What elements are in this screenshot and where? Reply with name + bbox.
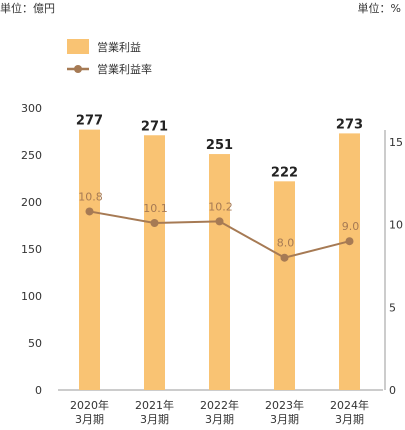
y-left-tick-label: 300: [21, 102, 42, 115]
x-tick-label: 2022年 3月期: [200, 398, 239, 426]
legend: 営業利益 営業利益率: [67, 39, 152, 76]
legend-line-marker: [74, 65, 82, 73]
y-left-tick-label: 200: [21, 196, 42, 209]
legend-label-bar: 営業利益: [97, 40, 141, 54]
x-tick-label: 2020年 3月期: [70, 398, 109, 426]
legend-label-line: 営業利益率: [97, 62, 152, 76]
line-point: [280, 253, 289, 262]
line-point: [85, 207, 94, 216]
y-left-tick-label: 250: [21, 149, 42, 162]
bar-value-label: 251: [206, 138, 233, 153]
line-point: [150, 219, 159, 228]
x-tick-label: 2023年 3月期: [265, 398, 304, 426]
y-right-tick-label: 5: [389, 301, 396, 314]
line-value-label: 8.0: [277, 237, 295, 250]
line-point: [215, 217, 224, 226]
line-value-label: 10.1: [143, 202, 168, 215]
bar: [274, 181, 295, 390]
y-left-tick-label: 50: [28, 337, 42, 350]
y-left-tick-label: 100: [21, 290, 42, 303]
x-tick-label: 2021年 3月期: [135, 398, 174, 426]
bar: [79, 129, 100, 390]
y-left-tick-label: 0: [35, 384, 42, 397]
line-value-label: 10.8: [78, 190, 103, 203]
line-value-label: 10.2: [208, 200, 233, 213]
bar: [144, 135, 165, 390]
bar-value-label: 222: [271, 165, 298, 180]
bar: [339, 133, 360, 390]
line-point: [345, 237, 354, 246]
line-value-label: 9.0: [342, 220, 360, 233]
right-axis-unit: 単位：%: [357, 2, 401, 15]
bar-value-label: 273: [336, 117, 363, 132]
y-right-tick-label: 0: [389, 384, 396, 397]
bar: [209, 154, 230, 390]
bar-value-label: 277: [76, 114, 103, 129]
bar-value-label: 271: [141, 119, 168, 134]
left-axis-unit: 単位：億円: [0, 2, 55, 15]
x-tick-label: 2024年 3月期: [330, 398, 369, 426]
legend-bar-swatch: [67, 39, 89, 54]
y-right-tick-label: 10: [389, 219, 403, 232]
y-left-tick-label: 150: [21, 243, 42, 256]
y-right-tick-label: 15: [389, 136, 403, 149]
